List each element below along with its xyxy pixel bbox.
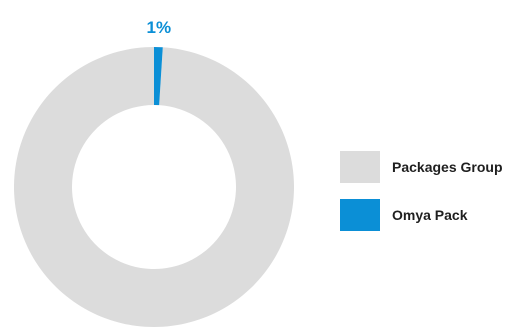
legend-item-packages-group: Packages Group [340, 150, 503, 184]
legend-swatch-omya-pack [340, 199, 380, 231]
legend-label-omya-pack: Omya Pack [392, 207, 468, 223]
slice-packages-group [13, 47, 294, 327]
legend-swatch-packages-group [340, 151, 380, 183]
legend-label-packages-group: Packages Group [392, 159, 503, 175]
slice-omya-pack [154, 47, 163, 106]
legend-item-omya-pack: Omya Pack [340, 198, 503, 232]
omya-pack-data-label: 1% [147, 18, 172, 37]
donut-slices [13, 47, 294, 327]
legend: Packages Group Omya Pack [340, 150, 503, 246]
